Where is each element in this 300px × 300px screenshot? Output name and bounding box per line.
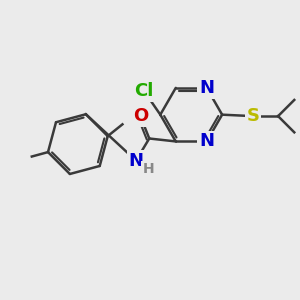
- Text: O: O: [133, 107, 148, 125]
- Text: S: S: [247, 107, 260, 125]
- Text: Cl: Cl: [134, 82, 154, 100]
- Text: N: N: [199, 79, 214, 97]
- Text: H: H: [142, 162, 154, 176]
- Text: N: N: [128, 152, 143, 169]
- Text: N: N: [199, 132, 214, 150]
